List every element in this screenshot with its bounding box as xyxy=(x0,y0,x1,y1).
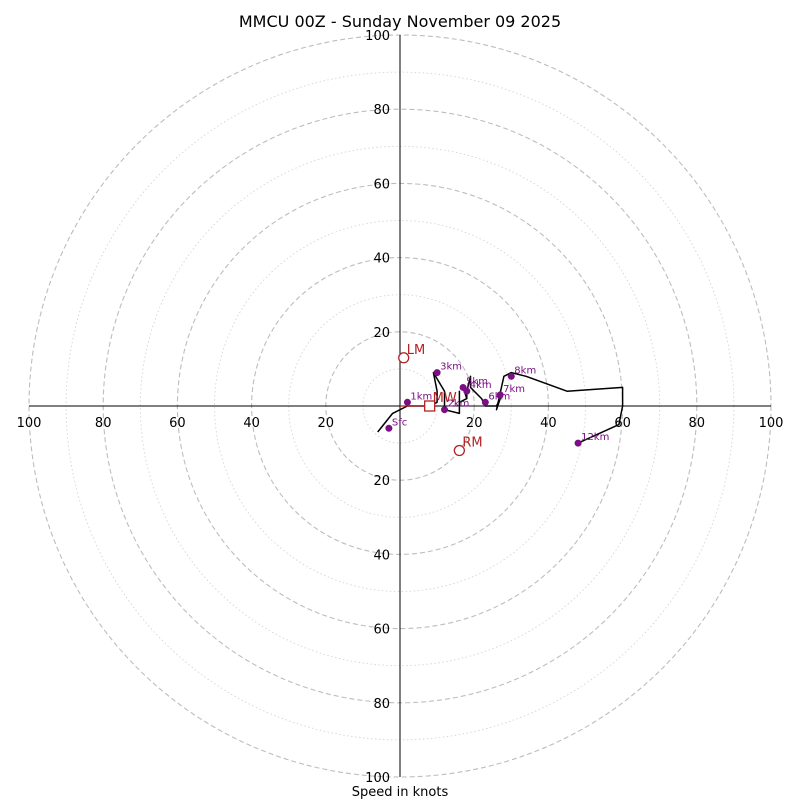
height-label-sfc: Sfc xyxy=(392,417,407,428)
x-tick-label: 20 xyxy=(318,416,335,431)
height-point-6km xyxy=(481,398,489,406)
storm-motions: LM RM MW xyxy=(398,343,483,457)
y-tick-label: 40 xyxy=(373,548,390,563)
x-tick-label: 40 xyxy=(540,416,557,431)
height-point-2km xyxy=(441,406,449,414)
height-points: Sfc1km2km3km4km5km6km7km8km12km xyxy=(385,362,609,447)
storm-motion-rm-label: RM xyxy=(462,436,482,451)
height-point-8km xyxy=(507,372,515,380)
y-tick-label: 100 xyxy=(365,771,390,786)
x-tick-label: 40 xyxy=(243,416,260,431)
hodograph-line xyxy=(377,371,624,444)
height-label-12km: 12km xyxy=(581,432,609,443)
x-tick-label: 100 xyxy=(17,416,42,431)
x-tick-label: 60 xyxy=(169,416,186,431)
storm-motion-mw-label: MW xyxy=(433,391,457,406)
height-point-sfc xyxy=(385,424,393,432)
height-label-1km: 1km xyxy=(410,391,432,402)
chart-title: MMCU 00Z - Sunday November 09 2025 xyxy=(239,12,561,31)
x-tick-label: 80 xyxy=(689,416,706,431)
x-tick-label: 20 xyxy=(466,416,483,431)
y-tick-label: 60 xyxy=(373,623,390,638)
storm-motion-rm-marker xyxy=(453,444,466,457)
height-point-12km xyxy=(574,439,582,447)
y-tick-label: 20 xyxy=(373,474,390,489)
height-label-4km: 4km xyxy=(470,380,492,391)
y-tick-label: 80 xyxy=(373,103,390,118)
height-point-3km xyxy=(433,369,441,377)
x-tick-label: 60 xyxy=(614,416,631,431)
x-tick-label: 80 xyxy=(95,416,112,431)
storm-motion-mw-marker xyxy=(424,400,436,412)
x-tick-label: 100 xyxy=(759,416,784,431)
hodograph-trace xyxy=(377,371,624,444)
height-label-2km: 2km xyxy=(448,399,470,410)
tick-labels: 100 80 60 40 20 20 40 60 80 100 100 80 60 40 20 20 40 60 8… xyxy=(17,29,784,786)
y-tick-label: 100 xyxy=(365,29,390,44)
storm-motion-lm-label: LM xyxy=(407,343,425,358)
height-label-3km: 3km xyxy=(440,362,462,373)
y-tick-label: 20 xyxy=(373,326,390,341)
height-label-7km: 7km xyxy=(503,384,525,395)
height-point-1km xyxy=(403,398,411,406)
y-tick-label: 60 xyxy=(373,177,390,192)
height-point-7km xyxy=(496,391,504,399)
storm-motion-lm-marker xyxy=(398,352,410,364)
y-tick-label: 80 xyxy=(373,697,390,712)
x-axis-label: Speed in knots xyxy=(352,785,449,800)
height-label-5km: 5km xyxy=(466,376,488,387)
y-tick-label: 40 xyxy=(373,252,390,267)
height-point-5km xyxy=(459,383,467,391)
height-label-8km: 8km xyxy=(514,365,536,376)
